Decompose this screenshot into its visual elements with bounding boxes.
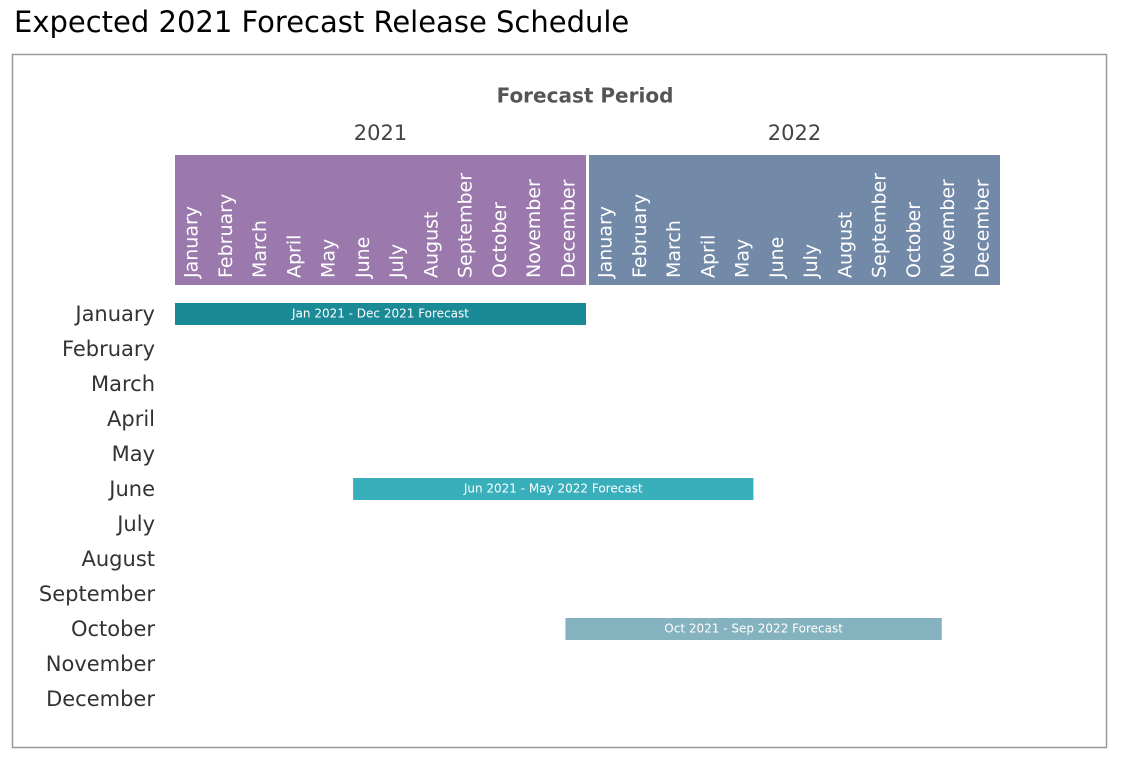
row-label: November bbox=[46, 652, 156, 676]
month-column-label: January bbox=[595, 206, 617, 279]
forecast-bar bbox=[175, 303, 586, 325]
row-label: August bbox=[82, 547, 156, 571]
month-column-label: March bbox=[249, 220, 271, 278]
year-label: 2021 bbox=[354, 121, 407, 145]
row-label: January bbox=[73, 302, 155, 326]
row-label: September bbox=[39, 582, 155, 606]
forecast-bar-label: Oct 2021 - Sep 2022 Forecast bbox=[664, 622, 843, 636]
month-column-label: December bbox=[557, 179, 579, 278]
month-column-label: June bbox=[766, 237, 788, 279]
month-column-label: April bbox=[697, 235, 719, 278]
row-label: December bbox=[46, 687, 155, 711]
month-column-label: January bbox=[181, 206, 203, 279]
month-column-label: August bbox=[420, 212, 442, 279]
row-label: May bbox=[112, 442, 155, 466]
month-column-label: November bbox=[937, 179, 959, 278]
month-column-label: November bbox=[523, 179, 545, 278]
month-column-label: March bbox=[663, 220, 685, 278]
month-column-label: February bbox=[629, 194, 651, 278]
forecast-bar bbox=[353, 478, 754, 500]
month-column-label: June bbox=[352, 237, 374, 279]
row-label: July bbox=[115, 512, 155, 536]
row-label: June bbox=[107, 477, 155, 501]
month-column-label: April bbox=[283, 235, 305, 278]
row-label: October bbox=[71, 617, 155, 641]
year-label: 2022 bbox=[768, 121, 821, 145]
forecast-bar-label: Jan 2021 - Dec 2021 Forecast bbox=[291, 307, 469, 321]
month-column-label: May bbox=[318, 239, 340, 278]
page-title: Expected 2021 Forecast Release Schedule bbox=[14, 5, 629, 39]
month-column-label: May bbox=[732, 239, 754, 278]
month-column-label: August bbox=[834, 212, 856, 279]
month-column-label: September bbox=[455, 173, 477, 278]
frame bbox=[11, 53, 1108, 749]
forecast-bar-label: Jun 2021 - May 2022 Forecast bbox=[463, 482, 643, 496]
row-label: March bbox=[91, 372, 155, 396]
month-column-label: July bbox=[800, 244, 822, 279]
header: Forecast Period bbox=[497, 84, 674, 108]
row-label: April bbox=[107, 407, 155, 431]
month-column-label: December bbox=[971, 179, 993, 278]
year-block bbox=[175, 155, 586, 285]
month-column-label: July bbox=[386, 244, 408, 279]
month-column-label: February bbox=[215, 194, 237, 278]
row-label: February bbox=[62, 337, 155, 361]
month-column-label: October bbox=[489, 202, 511, 278]
month-column-label: October bbox=[903, 202, 925, 278]
year-block bbox=[589, 155, 1000, 285]
month-column-label: September bbox=[869, 173, 891, 278]
forecast-bar bbox=[565, 618, 942, 640]
